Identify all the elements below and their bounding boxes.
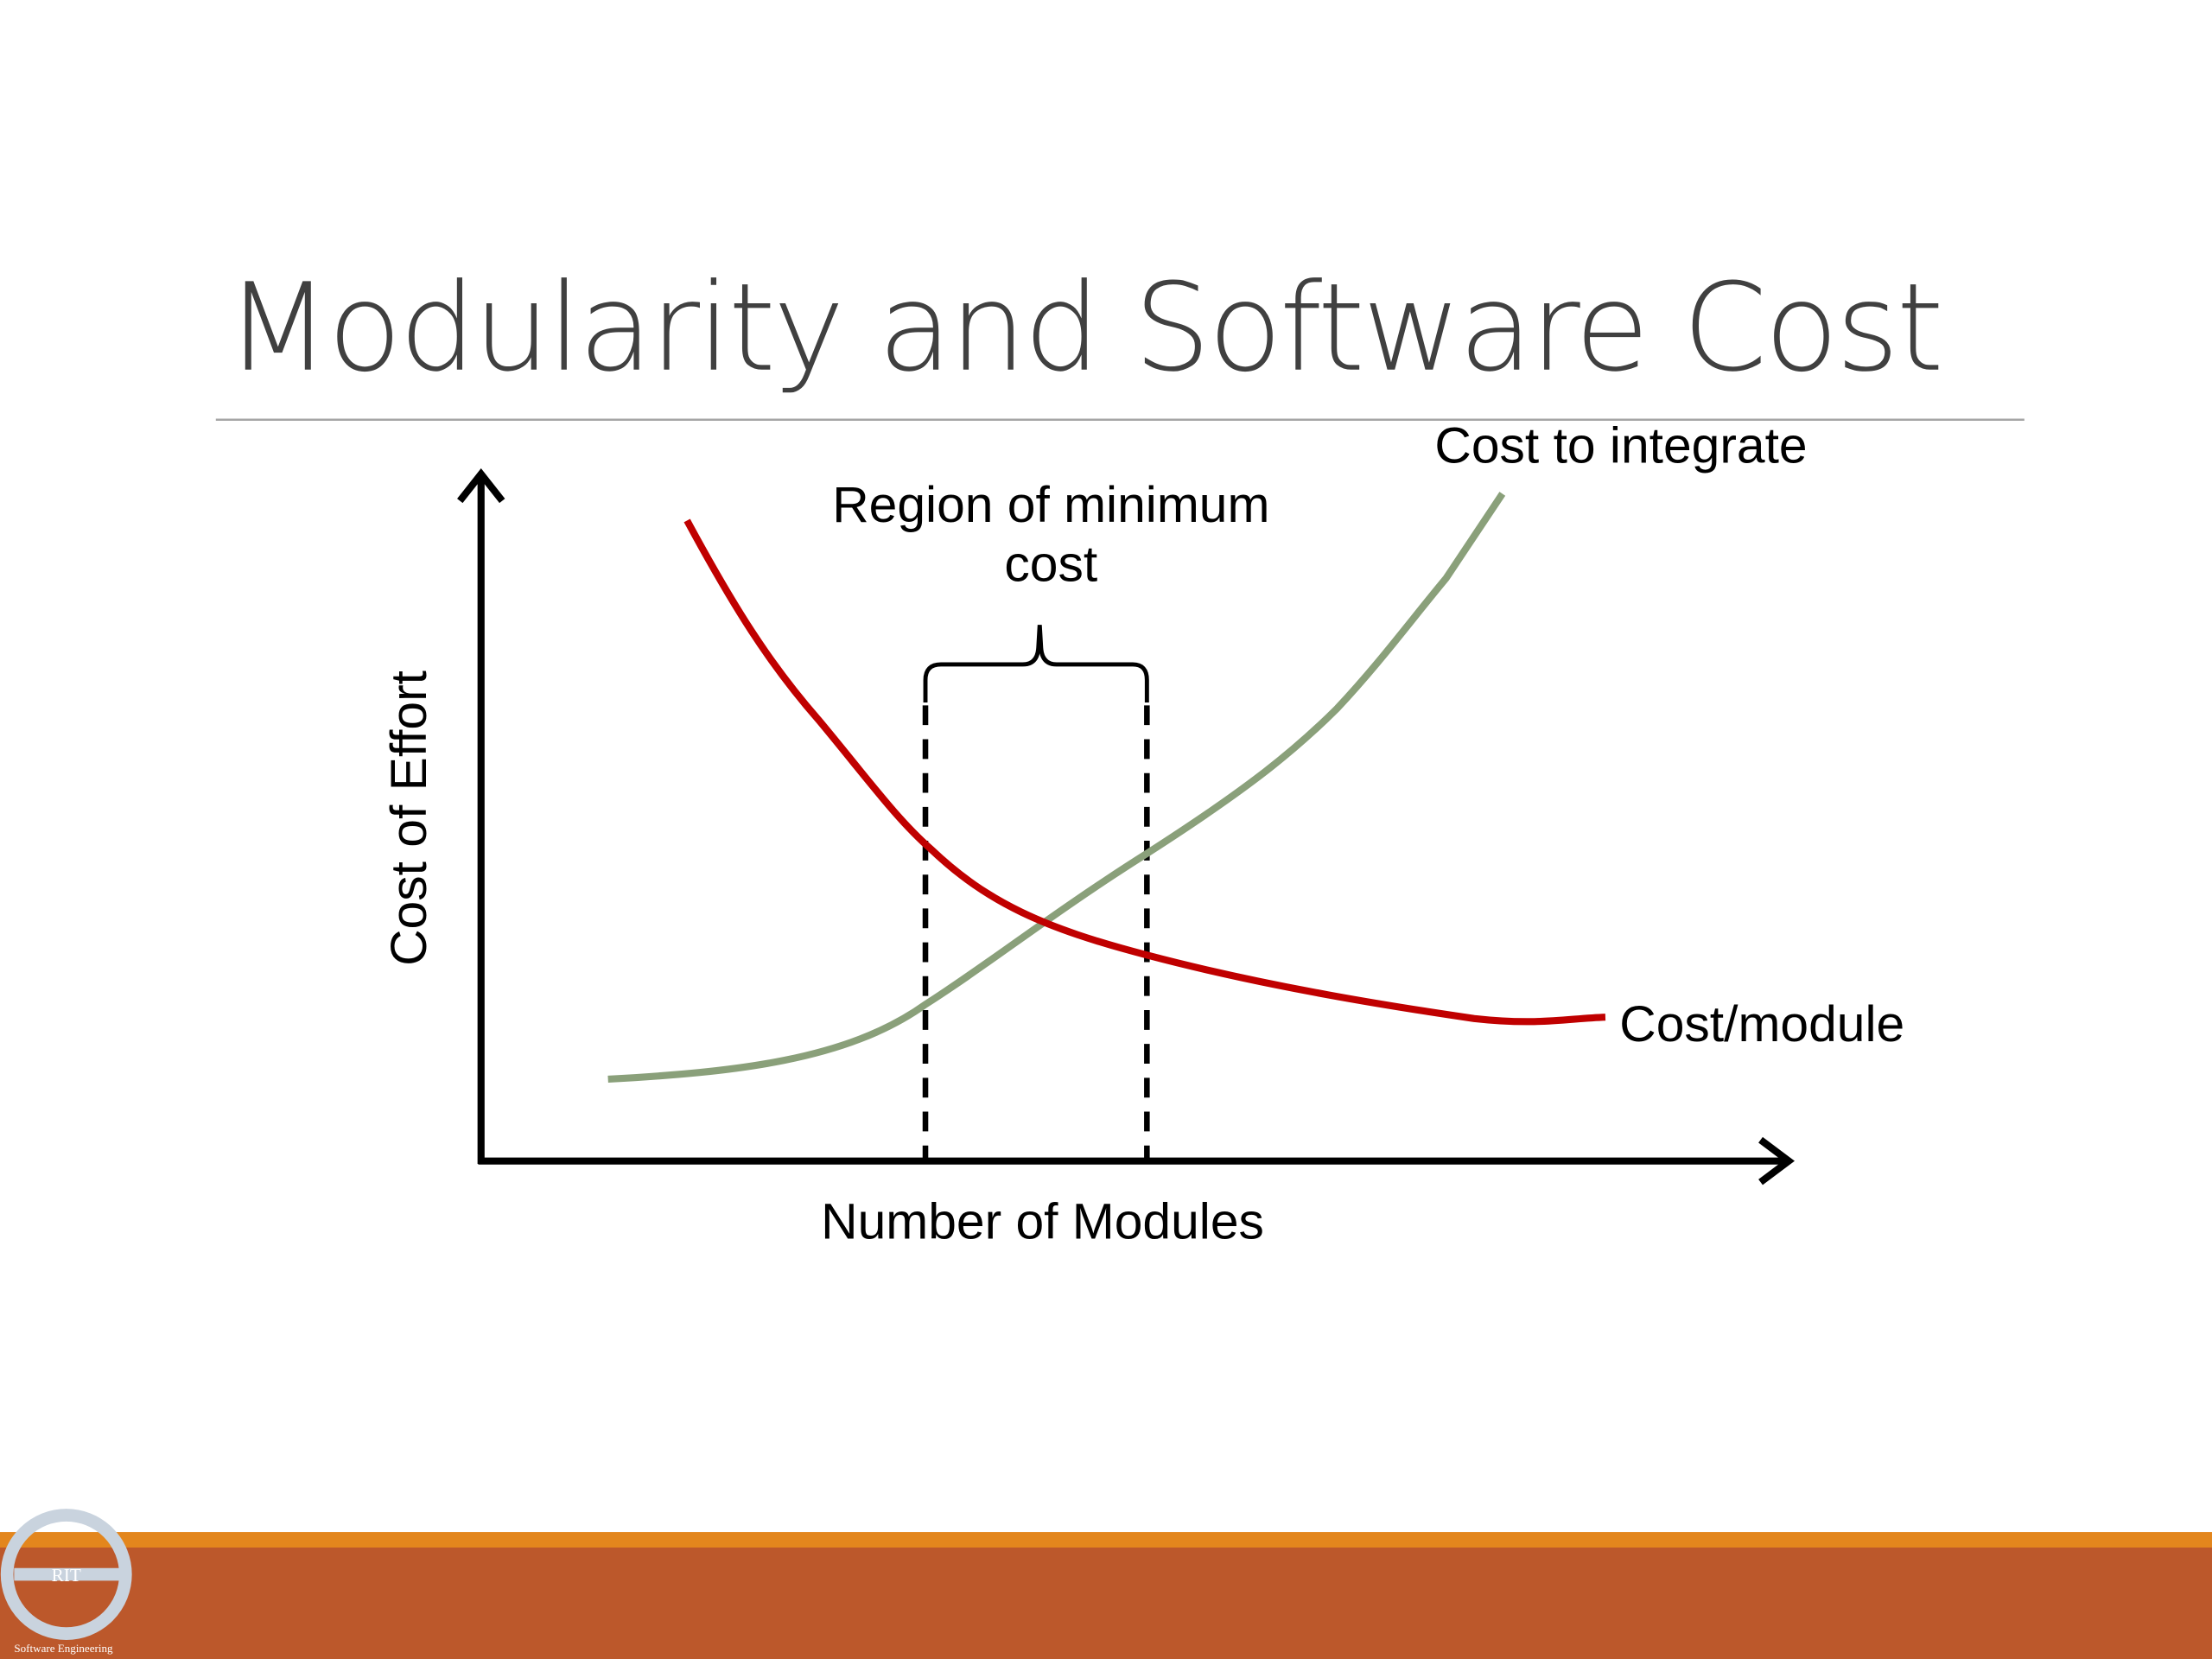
curve-label: Cost/module [1619, 996, 1904, 1052]
slide-title: Modularity and Software Cost [226, 258, 1944, 399]
integrate-curve [607, 492, 1506, 1084]
region-label: Region of minimum [832, 477, 1269, 533]
x-axis-label: Number of Modules [821, 1193, 1264, 1249]
y-axis-arrow [457, 467, 505, 504]
x-axis-arrow [1758, 1136, 1796, 1185]
footer-stripe [0, 1532, 2212, 1549]
footer-band [0, 1548, 2212, 1659]
logo: RIT Software Engineering [0, 1509, 132, 1655]
logo-ring [0, 1509, 132, 1640]
logo-caption: Software Engineering [14, 1642, 113, 1655]
module-curve [683, 518, 1606, 1026]
region-label: cost [1004, 537, 1097, 593]
diagram: Cost of Effort Number of Modules Region … [381, 418, 1904, 1250]
curve-label: Cost to integrate [1434, 418, 1807, 474]
region-brace [923, 625, 1149, 703]
logo-initials: RIT [52, 1565, 81, 1586]
y-axis-label: Cost of Effort [381, 671, 437, 966]
